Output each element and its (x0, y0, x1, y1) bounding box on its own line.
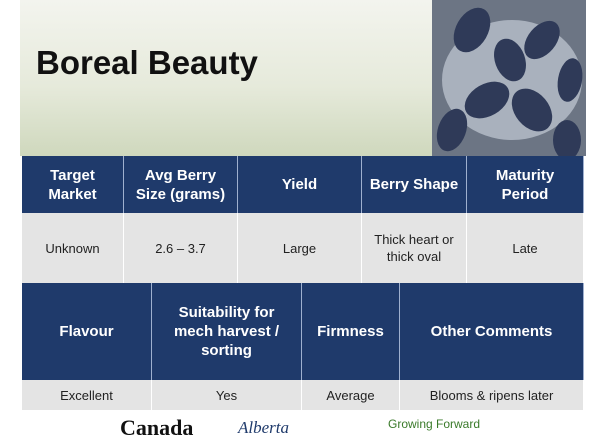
growing-forward-logo: Growing Forward (388, 408, 480, 440)
header-cell: Flavour (22, 283, 152, 380)
data-cell: Yes (152, 380, 302, 410)
header-cell: Maturity Period (467, 156, 584, 213)
data-cell: Thick heart or thick oval (362, 213, 467, 283)
canada-logo: Canada (120, 412, 193, 444)
header-cell: Yield (238, 156, 362, 213)
data-cell: Late (467, 213, 584, 283)
header-cell: Suitability for mech harvest / sorting (152, 283, 302, 380)
header-cell: Berry Shape (362, 156, 467, 213)
berry-photo (432, 0, 586, 156)
data-cell: Large (238, 213, 362, 283)
header-cell: Other Comments (400, 283, 584, 380)
alberta-logo: Alberta (238, 412, 289, 444)
slide: Boreal Beauty Target MarketAvg Berry Siz… (0, 0, 596, 444)
data-cell: Excellent (22, 380, 152, 410)
slide-title: Boreal Beauty (36, 44, 258, 82)
data-cell: Unknown (22, 213, 124, 283)
header-cell: Target Market (22, 156, 124, 213)
header-cell: Avg Berry Size (grams) (124, 156, 238, 213)
data-cell: Blooms & ripens later (400, 380, 584, 410)
data-cell: Average (302, 380, 400, 410)
header-cell: Firmness (302, 283, 400, 380)
data-cell: 2.6 – 3.7 (124, 213, 238, 283)
